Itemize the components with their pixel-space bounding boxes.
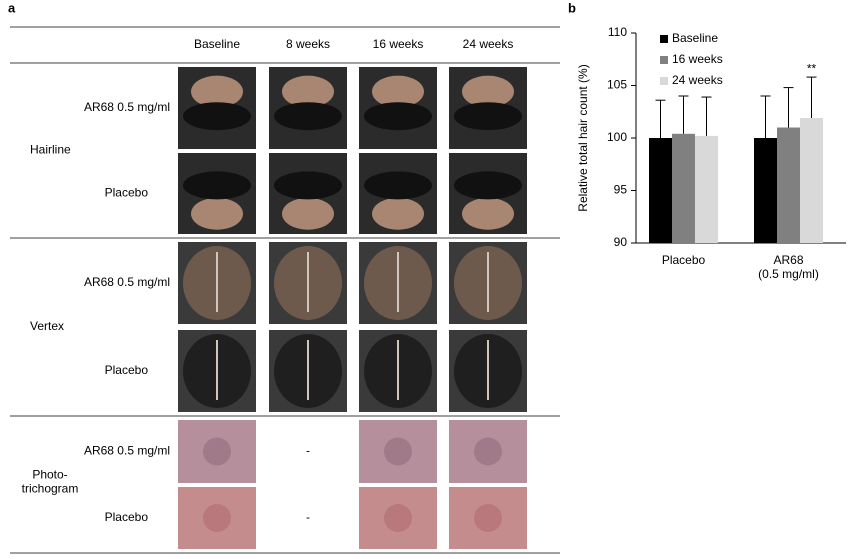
column-header: 8 weeks — [286, 37, 330, 51]
photo — [282, 197, 334, 230]
bar — [800, 118, 823, 243]
group-label: Hairline — [30, 143, 71, 157]
column-header: 24 weeks — [463, 37, 514, 51]
photo — [282, 75, 334, 108]
y-tick-label: 95 — [614, 183, 628, 197]
annotation: ** — [807, 61, 817, 75]
legend-label: 24 weeks — [672, 73, 723, 87]
photo — [384, 504, 412, 532]
photo — [191, 197, 243, 230]
legend-label: Baseline — [672, 31, 718, 45]
legend-label: 16 weeks — [672, 52, 723, 66]
photo — [372, 75, 424, 108]
bar — [754, 138, 777, 243]
photo — [191, 75, 243, 108]
x-tick-label: Placebo — [662, 253, 706, 267]
row-label: Placebo — [105, 510, 149, 524]
photo — [364, 171, 432, 200]
photo — [462, 197, 514, 230]
row-label: AR68 0.5 mg/ml — [84, 100, 170, 114]
photo — [203, 437, 231, 466]
legend-swatch — [660, 56, 668, 64]
y-tick-label: 105 — [607, 78, 627, 92]
photo — [183, 102, 251, 131]
missing-cell: - — [306, 444, 310, 458]
panel-label: a — [8, 0, 16, 15]
y-tick-label: 100 — [607, 130, 627, 144]
photo — [203, 504, 231, 532]
row-label: Placebo — [105, 186, 149, 200]
photo — [364, 102, 432, 131]
column-header: Baseline — [194, 37, 240, 51]
bar — [649, 138, 672, 243]
photo — [474, 437, 502, 466]
legend-swatch — [660, 77, 668, 85]
photo — [274, 102, 342, 131]
row-label: Placebo — [105, 363, 149, 377]
y-axis-label: Relative total hair count (%) — [576, 64, 590, 211]
photo — [474, 504, 502, 532]
bar — [777, 127, 800, 243]
photo — [183, 171, 251, 200]
photo — [274, 171, 342, 200]
legend-swatch — [660, 35, 668, 43]
group-label: Photo-trichogram — [22, 468, 79, 496]
bar — [695, 135, 718, 243]
photo — [384, 437, 412, 466]
row-label: AR68 0.5 mg/ml — [84, 275, 170, 289]
y-tick-label: 110 — [608, 25, 627, 39]
missing-cell: - — [306, 510, 310, 524]
photo — [372, 197, 424, 230]
x-tick-label: AR68 (0.5 mg/ml) — [758, 253, 819, 281]
group-label: Vertex — [30, 319, 64, 333]
row-label: AR68 0.5 mg/ml — [84, 444, 170, 458]
y-tick-label: 90 — [614, 235, 628, 249]
panel-label: b — [568, 0, 576, 15]
photo — [454, 171, 522, 200]
bar — [672, 133, 695, 243]
photo — [454, 102, 522, 131]
photo — [462, 75, 514, 108]
column-header: 16 weeks — [373, 37, 424, 51]
